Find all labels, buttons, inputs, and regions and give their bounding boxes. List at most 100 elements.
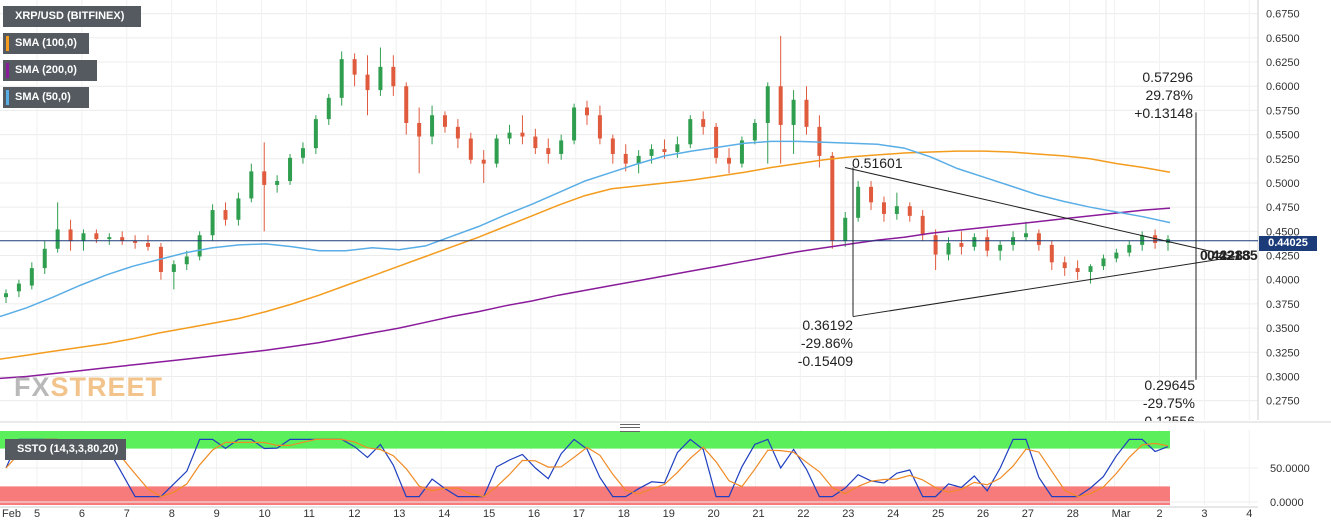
candle-body [920,215,925,236]
candle-body [236,198,241,220]
candle-body [210,210,215,236]
y-tick-label: 0.5500 [1266,130,1300,142]
y-tick-label: 0.4250 [1266,251,1300,263]
legend-sma-100[interactable]: SMA (100,0) [3,33,89,54]
x-tick-label: 12 [348,508,360,520]
candle-body [701,119,706,127]
candle-body [804,99,809,127]
annotation-apex-value: 0.42283 [1200,247,1251,263]
y-tick-label: 0.6000 [1266,81,1300,93]
annotation-apex-left-value: 0.51601 [852,155,903,171]
candle-body [856,186,861,218]
candle-body [998,244,1003,251]
legend-symbol[interactable]: XRP/USD (BITFINEX) [3,6,141,27]
y-tick-label: 0.4500 [1266,226,1300,238]
y-tick-label: 0.4750 [1266,202,1300,214]
legend-sma-50[interactable]: SMA (50,0) [3,87,89,108]
x-tick-label: 8 [169,508,175,520]
annotation-lower-right-pct: -29.75% [1143,395,1195,411]
candle-body [313,119,318,149]
candle-body [68,229,73,242]
pane-resize-handle[interactable] [620,424,640,432]
annotation-upper-diff: +0.13148 [1134,105,1193,121]
x-tick-label: 18 [618,508,630,520]
x-tick-label: 13 [393,508,405,520]
candle-body [120,237,125,242]
x-tick-label: Feb [2,508,21,520]
candle-body [933,235,938,255]
candle-body [830,155,835,242]
x-tick-label: 16 [528,508,540,520]
candle-body [714,126,719,158]
x-tick-label: 19 [663,508,675,520]
candle-body [55,229,60,249]
candle-body [1023,233,1028,238]
candle-body [197,235,202,257]
candle-body [1153,235,1158,243]
x-tick-label: 3 [1201,508,1207,520]
candle-body [559,140,564,154]
candle-body [171,264,176,272]
y-tick-label: 0.3250 [1266,347,1300,359]
annotation-apex-value-2: 0.42185 [1207,247,1258,263]
candle-body [42,248,47,269]
x-tick-label: 6 [79,508,85,520]
candle-body [675,144,680,153]
candle-body [791,99,796,125]
candle-body [636,155,641,164]
y-tick-label: 0.3500 [1266,323,1300,335]
sma-100-line [0,150,1171,360]
y-tick-label: 0.6500 [1266,33,1300,45]
x-tick-label: 17 [573,508,585,520]
y-tick-label: 0.3750 [1266,299,1300,311]
osc-y-tick-label: 0.0000 [1270,497,1304,509]
candle-body [843,217,848,242]
overbought-zone [0,431,1170,449]
x-tick-label: 11 [303,508,314,520]
y-tick-label: 0.5250 [1266,154,1300,166]
candle-body [326,97,331,120]
candle-body [391,66,396,87]
annotation-lower-left-value: 0.36192 [802,317,853,333]
x-tick-label: 28 [1067,508,1079,520]
y-tick-label: 0.6750 [1266,9,1300,21]
annotation-lower-right-diff: -0.12556 [1140,413,1195,429]
x-tick-label: 22 [797,508,809,520]
legend-oscillator[interactable]: SSTO (14,3,3,80,20) [5,439,127,460]
candle-body [881,202,886,214]
x-tick-label: 7 [124,508,130,520]
sma-100-label: SMA (100,0) [15,37,77,49]
oversold-zone [0,486,1170,505]
current-price-badge: 0.44025 [1259,236,1317,251]
osc-y-tick-label: 50.0000 [1270,463,1310,475]
candle-body [520,132,525,137]
main-plot-area [0,0,1258,420]
annotation-lower-left-diff: -0.15409 [798,353,853,369]
x-tick-label: 26 [977,508,989,520]
candle-body [455,126,460,139]
candle-body [442,115,447,127]
candle-body [275,181,280,185]
triangle-lower-line [852,256,1236,318]
fxstreet-watermark-logo: FXSTREET [14,372,164,402]
candle-body [107,237,112,240]
x-tick-label: 14 [438,508,450,520]
y-tick-label: 0.6250 [1266,57,1300,69]
candle-body [623,153,628,164]
sma-200-label: SMA (200,0) [15,64,77,76]
x-tick-label: 4 [1246,508,1252,520]
sma-200-line [0,207,1171,380]
candle-body [1062,262,1067,269]
sma-100-swatch [6,36,9,51]
candle-body [1049,244,1054,263]
legend-sma-200[interactable]: SMA (200,0) [3,60,97,81]
candle-body [339,59,344,98]
candle-body [507,132,512,139]
candle-body [985,237,990,251]
candle-body [16,283,21,292]
annotation-upper-value: 0.57296 [1142,69,1193,85]
annotation-upper-pct: 29.78% [1146,87,1193,103]
candle-body [81,233,86,242]
candle-body [300,148,305,158]
